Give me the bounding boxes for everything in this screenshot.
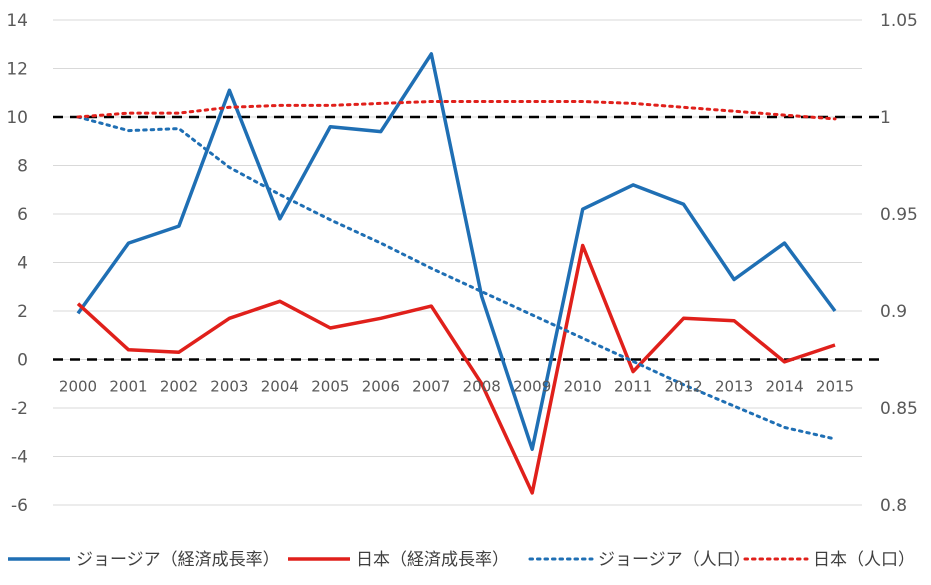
left-tick-label: 12 (6, 60, 28, 80)
x-tick-label: 2001 (109, 378, 147, 396)
x-axis-ticks: 2000 2001 2002 2003 2004 2005 2006 2007 2008 2009… (59, 378, 854, 396)
x-tick-label: 2007 (412, 378, 450, 396)
series-line-3 (76, 115, 837, 441)
left-tick-label: -4 (11, 448, 28, 468)
x-tick-label: 2012 (665, 378, 703, 396)
x-tick-label: 2003 (210, 378, 248, 396)
legend-label: ジョージア（人口） (598, 550, 751, 570)
right-tick-label: 0.9 (880, 302, 907, 322)
x-tick-label: 2004 (261, 378, 299, 396)
left-tick-label: -6 (11, 496, 28, 516)
right-tick-label: 0.85 (880, 399, 918, 419)
left-tick-label: 4 (17, 254, 28, 274)
series-line-2 (76, 243, 836, 495)
left-axis-ticks: 14 12 10 8 6 4 2 0 -2 -4 -6 (6, 11, 28, 516)
left-tick-label: 10 (6, 108, 28, 128)
x-tick-label: 2002 (160, 378, 198, 396)
left-tick-label: 8 (17, 157, 28, 177)
series-line-4 (76, 100, 837, 121)
right-tick-label: 0.8 (880, 496, 907, 516)
left-tick-label: -2 (11, 399, 28, 419)
left-tick-label: 2 (17, 302, 28, 322)
series-line-1 (76, 52, 837, 451)
legend-label: ジョージア（経済成長率） (76, 550, 280, 570)
x-tick-label: 2015 (816, 378, 854, 396)
reference-lines (53, 115, 880, 361)
right-tick-label: 0.95 (880, 205, 918, 225)
x-tick-label: 2014 (765, 378, 803, 396)
x-tick-label: 2006 (362, 378, 400, 396)
x-tick-label: 2011 (614, 378, 652, 396)
left-tick-label: 14 (6, 11, 28, 31)
legend-label: 日本（人口） (813, 550, 915, 570)
series-group (76, 52, 837, 495)
legend: ジョージア（経済成長率） 日本（経済成長率） ジョージア（人口） 日本（人口） (8, 550, 915, 570)
legend-label: 日本（経済成長率） (356, 550, 509, 570)
right-axis-ticks: 1.05 1 0.95 0.9 0.85 0.8 (880, 11, 918, 516)
x-tick-label: 2010 (564, 378, 602, 396)
right-tick-label: 1 (880, 108, 891, 128)
x-tick-label: 2009 (513, 378, 551, 396)
x-tick-label: 2013 (715, 378, 753, 396)
right-tick-label: 1.05 (880, 11, 918, 31)
x-tick-label: 2005 (311, 378, 349, 396)
left-tick-label: 0 (17, 351, 28, 371)
x-tick-label: 2000 (59, 378, 97, 396)
gridlines (53, 19, 862, 506)
x-tick-label: 2008 (463, 378, 501, 396)
left-tick-label: 6 (17, 205, 28, 225)
